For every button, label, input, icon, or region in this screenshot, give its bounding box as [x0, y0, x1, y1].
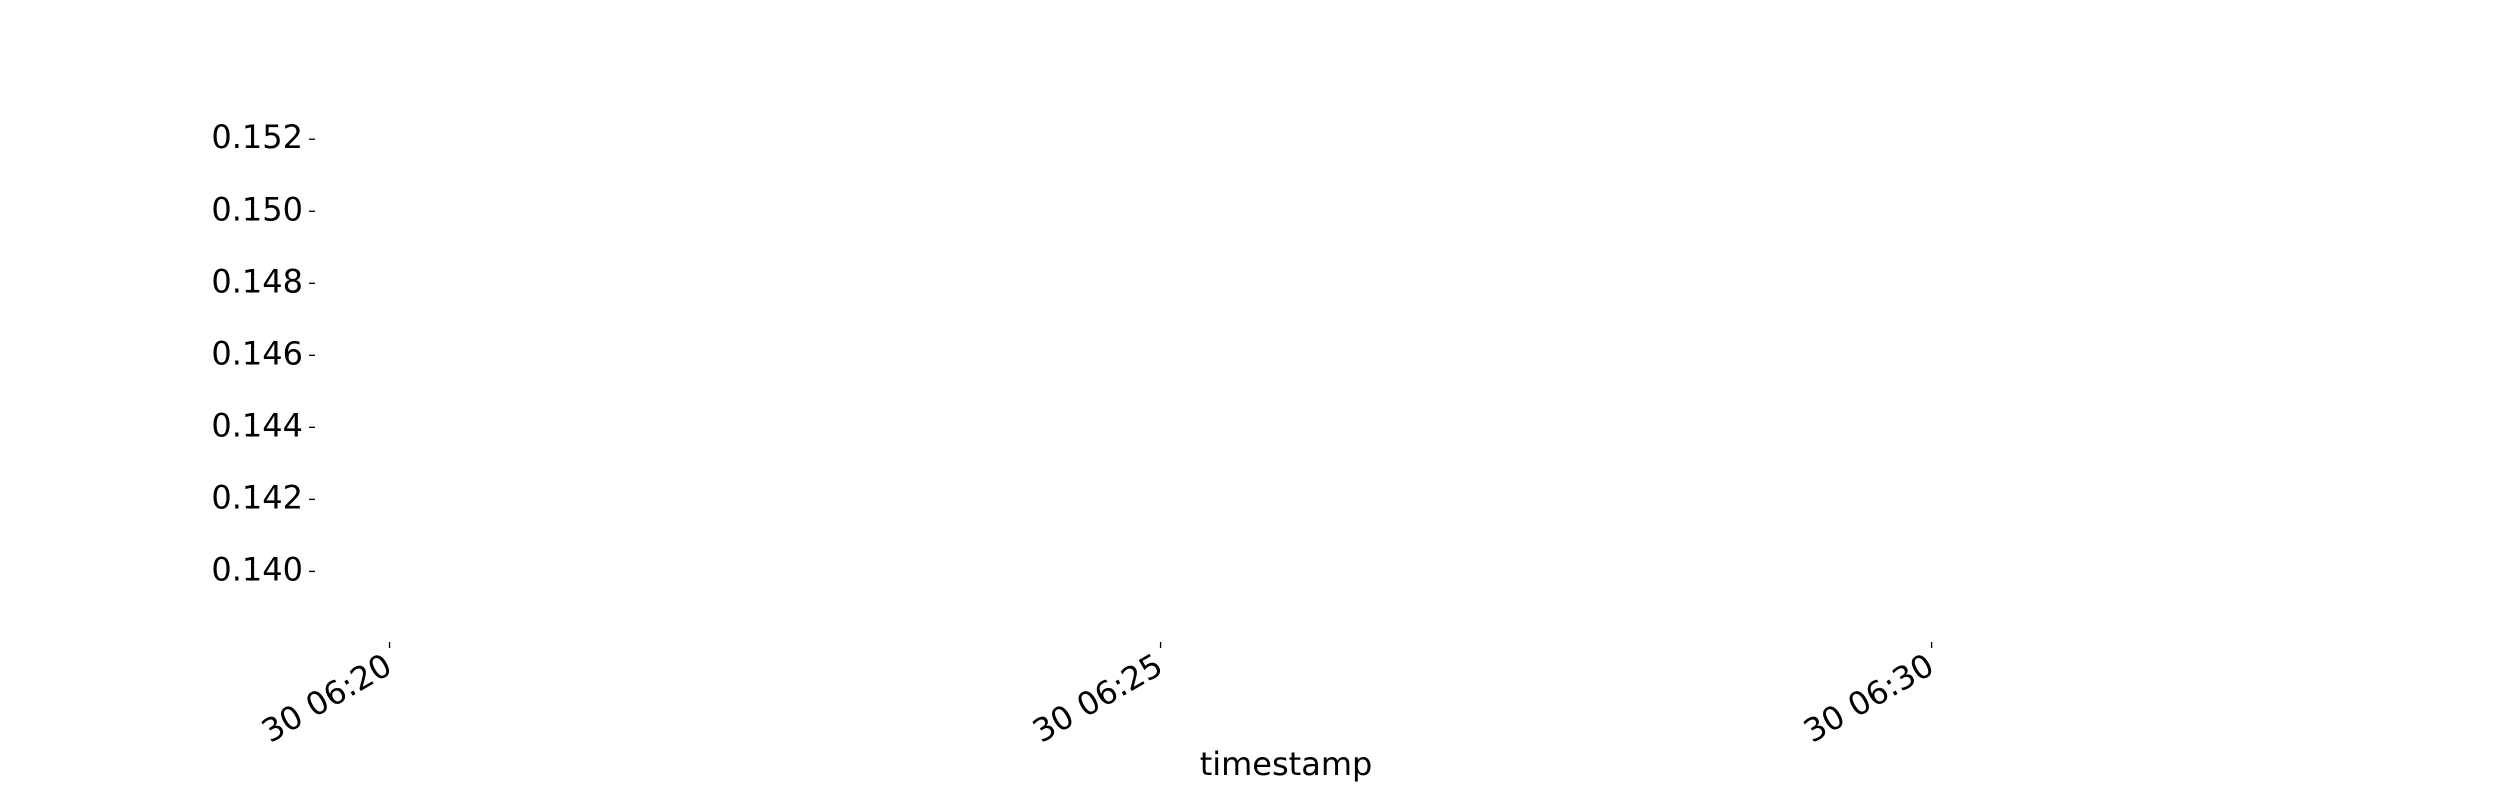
y-tick-label: 0.142 — [211, 478, 303, 516]
x-tick-label: 30 06:25 — [1026, 646, 1169, 750]
y-tick-label: 0.146 — [211, 334, 303, 372]
y-tick-label: 0.144 — [211, 406, 303, 444]
y-tick-label: 0.152 — [211, 118, 303, 156]
x-axis-label: timestamp — [1200, 745, 1373, 783]
y-tick-label: 0.148 — [211, 262, 303, 300]
y-tick-label: 0.150 — [211, 190, 303, 228]
x-tick-label: 30 06:20 — [255, 646, 398, 750]
x-tick-label: 30 06:30 — [1797, 646, 1940, 750]
y-tick-label: 0.140 — [211, 550, 303, 588]
